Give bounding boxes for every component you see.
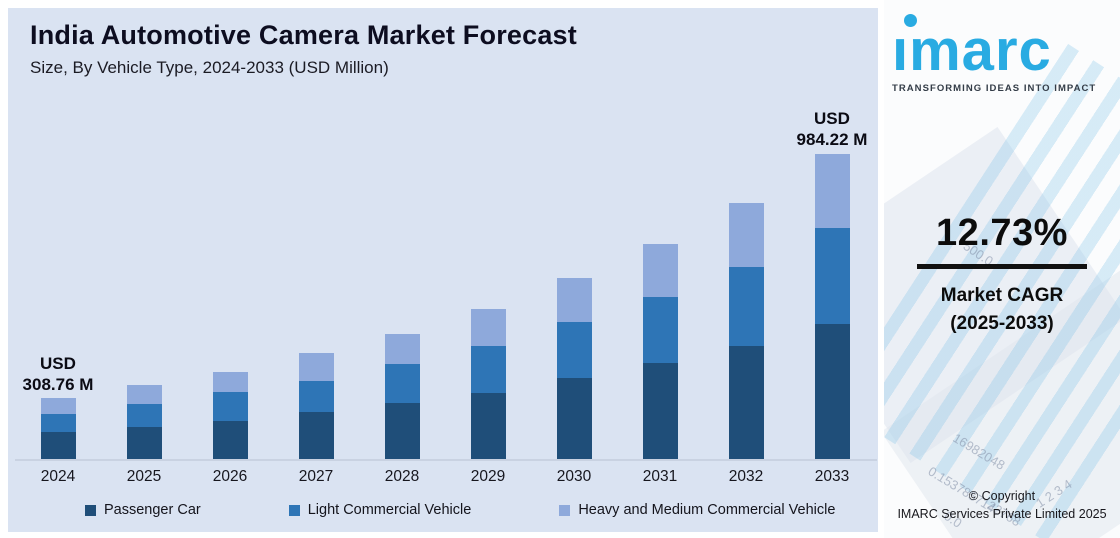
chart-section: India Automotive Camera Market Forecast …	[8, 8, 878, 532]
legend-item: Heavy and Medium Commercial Vehicle	[559, 502, 835, 518]
bar-segment	[642, 296, 678, 363]
cagr-underline	[917, 264, 1087, 269]
bar-segment	[728, 202, 764, 267]
bar-segment	[212, 392, 248, 421]
cagr-period: (2025-2033)	[950, 312, 1054, 334]
x-tick-label-2028: 2028	[384, 468, 420, 485]
bar-segment	[814, 323, 850, 459]
x-tick-label-2032: 2032	[728, 468, 764, 485]
stacked-bar-2027	[298, 353, 334, 459]
bar-segment	[728, 345, 764, 459]
cagr-block: 12.73% Market CAGR (2025-2033)	[884, 212, 1120, 337]
page-title: India Automotive Camera Market Forecast	[30, 20, 577, 50]
x-tick-label-2025: 2025	[126, 468, 162, 485]
stacked-bar-plot: USD 308.76 M USD 984.22 M	[15, 109, 875, 459]
copyright-line2: IMARC Services Private Limited 2025	[897, 507, 1107, 522]
bar-segment	[126, 404, 162, 427]
legend-item: Light Commercial Vehicle	[288, 502, 472, 518]
bar-segment	[212, 421, 248, 459]
legend-label: Passenger Car	[104, 502, 201, 518]
bar-segment	[556, 277, 592, 322]
stacked-bar-2024	[40, 398, 76, 459]
bar-segment	[40, 413, 76, 432]
x-tick-label-2033: 2033	[814, 468, 850, 485]
bar-segment	[470, 308, 506, 346]
watermark-number: 16982048	[950, 430, 1008, 473]
bar-segment	[556, 321, 592, 378]
bar-slot-2025	[101, 148, 187, 459]
bar-slot-2026	[187, 148, 273, 459]
bar-segment	[470, 393, 506, 459]
bar-slot-2030	[531, 148, 617, 459]
bar-slot-2033: USD 984.22 M	[789, 109, 875, 459]
bar-segment	[814, 153, 850, 228]
bar-slot-2028	[359, 148, 445, 459]
legend-label: Light Commercial Vehicle	[307, 502, 472, 518]
bar-segment	[814, 227, 850, 324]
stacked-bar-2032	[728, 202, 764, 459]
bar-segment	[384, 333, 420, 364]
bar-segment	[126, 385, 162, 405]
x-tick-label-2024: 2024	[40, 468, 76, 485]
legend-label: Heavy and Medium Commercial Vehicle	[578, 502, 836, 518]
bar-slot-2029	[445, 148, 531, 459]
chart-subtitle: Size, By Vehicle Type, 2024-2033 (USD Mi…	[30, 58, 389, 77]
legend-item: Passenger Car	[85, 502, 201, 518]
x-tick-label-2026: 2026	[212, 468, 248, 485]
bar-segment	[298, 381, 334, 412]
legend-swatch-icon	[85, 504, 96, 516]
bar-slot-2024: USD 308.76 M	[15, 148, 101, 459]
bar-segment	[126, 426, 162, 459]
copyright-line1: © Copyright	[968, 488, 1036, 503]
x-axis-line	[15, 459, 877, 461]
x-tick-label-2031: 2031	[642, 468, 678, 485]
bar-segment	[212, 372, 248, 392]
bar-segment	[298, 412, 334, 459]
x-tick-label-2027: 2027	[298, 468, 334, 485]
logo-wordmark: ımarc	[892, 18, 1052, 83]
bar-segment	[384, 364, 420, 403]
x-axis-labels: 2024 2025 2026 2027 2028 2029 2030 2031 2032 2033	[15, 468, 875, 486]
value-annotation-2033: USD 984.22 M	[796, 109, 868, 150]
bar-segment	[298, 353, 334, 381]
chart-header: India Automotive Camera Market Forecast …	[8, 8, 878, 78]
bar-segment	[470, 345, 506, 393]
bar-segment	[40, 398, 76, 414]
bar-slot-2031	[617, 148, 703, 459]
stacked-bar-2025	[126, 385, 162, 459]
imarc-logo: ımarc TRANSFORMING IDEAS INTO IMPACT	[892, 6, 1112, 94]
legend-swatch-icon	[559, 504, 571, 516]
stacked-bar-2029	[470, 308, 506, 459]
bar-slot-2032	[703, 148, 789, 459]
logo-tagline: TRANSFORMING IDEAS INTO IMPACT	[892, 83, 1097, 94]
stacked-bar-2033	[814, 153, 850, 459]
x-tick-label-2029: 2029	[470, 468, 506, 485]
cagr-value: 12.73%	[936, 212, 1068, 254]
value-annotation-2024: USD 308.76 M	[22, 353, 94, 395]
brand-panel: 500.0 0.0 1 2 3 4 16982048 0.153785714 22768 …	[884, 0, 1120, 538]
bar-segment	[642, 362, 678, 459]
stacked-bar-2026	[212, 372, 248, 459]
chart-legend: Passenger Car Light Commercial Vehicle Hea…	[85, 502, 835, 518]
stacked-bar-2031	[642, 243, 678, 459]
bar-slot-2027	[273, 148, 359, 459]
logo-dot-icon	[904, 14, 917, 27]
bar-segment	[384, 403, 420, 459]
stacked-bar-2028	[384, 333, 420, 459]
bar-segment	[642, 243, 678, 297]
copyright-notice: © Copyright IMARC Services Private Limit…	[884, 487, 1120, 525]
stacked-bar-2030	[556, 277, 592, 459]
bar-segment	[728, 266, 764, 346]
bar-segment	[40, 432, 76, 459]
cagr-label: Market CAGR	[940, 285, 1064, 306]
bar-segment	[556, 377, 592, 459]
x-tick-label-2030: 2030	[556, 468, 592, 485]
legend-swatch-icon	[288, 504, 300, 516]
